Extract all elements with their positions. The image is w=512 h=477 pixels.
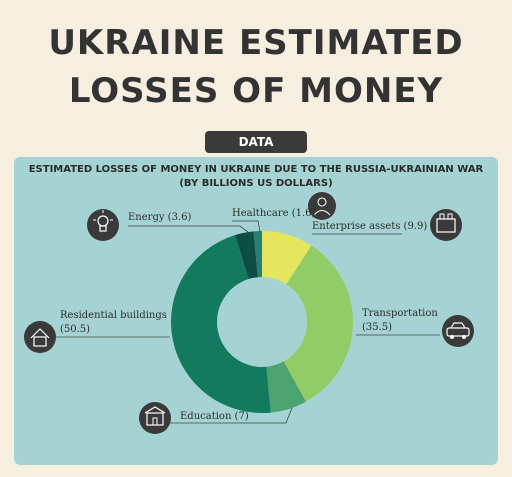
donut-slice-4 bbox=[266, 361, 306, 413]
house-icon bbox=[24, 321, 56, 353]
donut-slice-1 bbox=[253, 231, 262, 278]
label-residential-value: (50.5) bbox=[60, 324, 91, 335]
factory-icon bbox=[430, 209, 462, 241]
label-energy: Energy (3.6) bbox=[128, 212, 192, 223]
leader-education bbox=[162, 407, 293, 424]
data-tab: DATA bbox=[205, 131, 307, 153]
chart-subtitle: (BY BILLIONS US DOLLARS) bbox=[179, 178, 333, 189]
title-line-2: LOSSES OF MONEY bbox=[68, 71, 444, 111]
label-transport-value: (35.5) bbox=[362, 322, 393, 333]
chart-title: ESTIMATED LOSSES OF MONEY IN UKRAINE DUE… bbox=[28, 164, 484, 175]
car-icon bbox=[442, 315, 474, 347]
leader-energy bbox=[128, 225, 249, 233]
school-icon bbox=[139, 402, 171, 434]
doctor-icon bbox=[308, 192, 336, 220]
label-transport: Transportation bbox=[362, 308, 438, 319]
donut-slice-0 bbox=[234, 231, 258, 280]
label-enterprise: Enterprise assets (9.9) bbox=[312, 221, 428, 232]
chart-panel bbox=[14, 157, 498, 465]
donut-slice-5 bbox=[170, 235, 271, 413]
donut-slice-3 bbox=[283, 245, 353, 402]
leader-healthcare bbox=[232, 220, 261, 233]
title-line-1: UKRAINE ESTIMATED bbox=[48, 23, 464, 63]
label-education: Education (7) bbox=[180, 411, 249, 422]
label-healthcare: Healthcare (1.6) bbox=[232, 208, 316, 219]
donut-slice-2 bbox=[262, 231, 312, 285]
label-residential: Residential buildings bbox=[60, 310, 167, 321]
lightbulb-icon bbox=[87, 209, 119, 241]
